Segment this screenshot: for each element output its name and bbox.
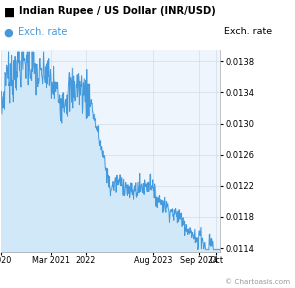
Text: Indian Rupee / US Dollar (INR/USD): Indian Rupee / US Dollar (INR/USD): [19, 6, 216, 16]
Text: ■: ■: [4, 6, 15, 19]
Text: ●: ●: [4, 27, 13, 37]
Text: © Chartoasis.com: © Chartoasis.com: [225, 278, 291, 285]
Text: Exch. rate: Exch. rate: [224, 27, 272, 36]
Text: Exch. rate: Exch. rate: [18, 27, 67, 37]
